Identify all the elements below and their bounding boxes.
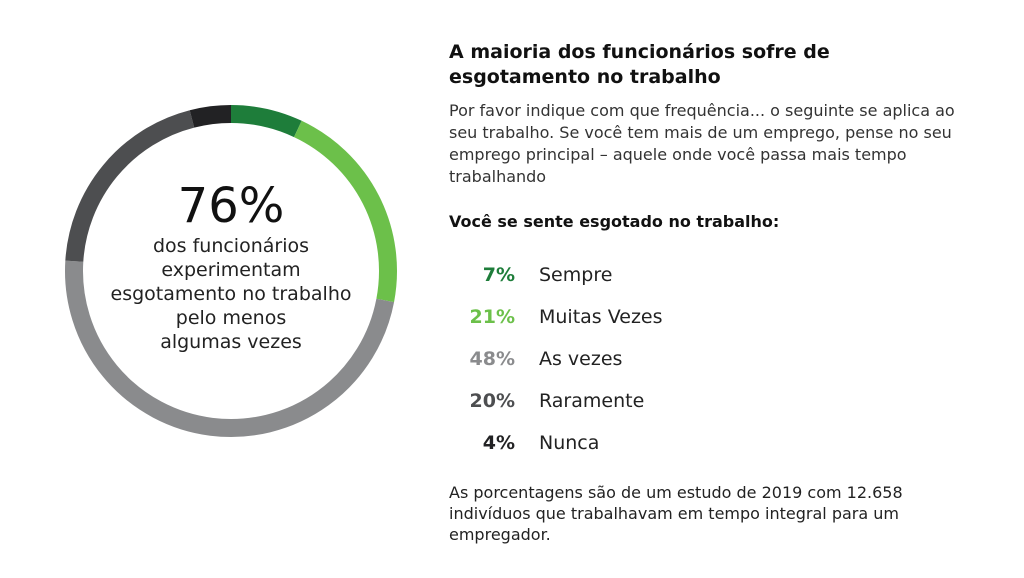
legend-label: Sempre (539, 264, 613, 286)
donut-segment-as-vezes (65, 260, 395, 437)
center-line: algumas vezes (160, 331, 302, 353)
center-line: experimentam (161, 259, 301, 281)
donut-segment-nunca (189, 105, 232, 128)
chart-title: A maioria dos funcionários sofre de esgo… (449, 41, 830, 88)
legend-row: 21% Muitas Vezes (449, 296, 663, 338)
donut-segment-raramente (65, 110, 195, 262)
legend-value: 21% (469, 306, 515, 328)
center-line: esgotamento no trabalho (110, 283, 352, 305)
center-line: dos funcionários (152, 235, 310, 257)
legend-row: 4% Nunca (449, 422, 663, 464)
legend-row: 7% Sempre (449, 254, 663, 296)
donut-chart (65, 105, 397, 437)
center-line: pelo menos (175, 307, 287, 329)
question: Você se sente esgotado no trabalho: (449, 212, 780, 231)
legend-value: 4% (482, 432, 515, 454)
legend-row: 20% Raramente (449, 380, 663, 422)
legend-label: As vezes (539, 348, 623, 370)
legend-label: Muitas Vezes (539, 306, 663, 328)
footnote: As porcentagens são de um estudo de 2019… (449, 483, 903, 544)
donut-center: 76% dos funcionários experimentam esgota… (81, 178, 381, 354)
legend-label: Raramente (539, 390, 645, 412)
legend-row: 48% As vezes (449, 338, 663, 380)
legend-value: 7% (482, 264, 515, 286)
legend-value: 48% (469, 348, 515, 370)
legend-value: 20% (469, 390, 515, 412)
legend: 7% Sempre 21% Muitas Vezes 48% As vezes 20% Rar… (449, 254, 663, 464)
donut-segment-sempre (230, 105, 302, 138)
center-value: 76% (177, 178, 285, 234)
description: Por favor indique com que frequência... … (449, 101, 955, 186)
donut-segment-muitas-vezes (293, 120, 397, 303)
legend-label: Nunca (539, 432, 600, 454)
